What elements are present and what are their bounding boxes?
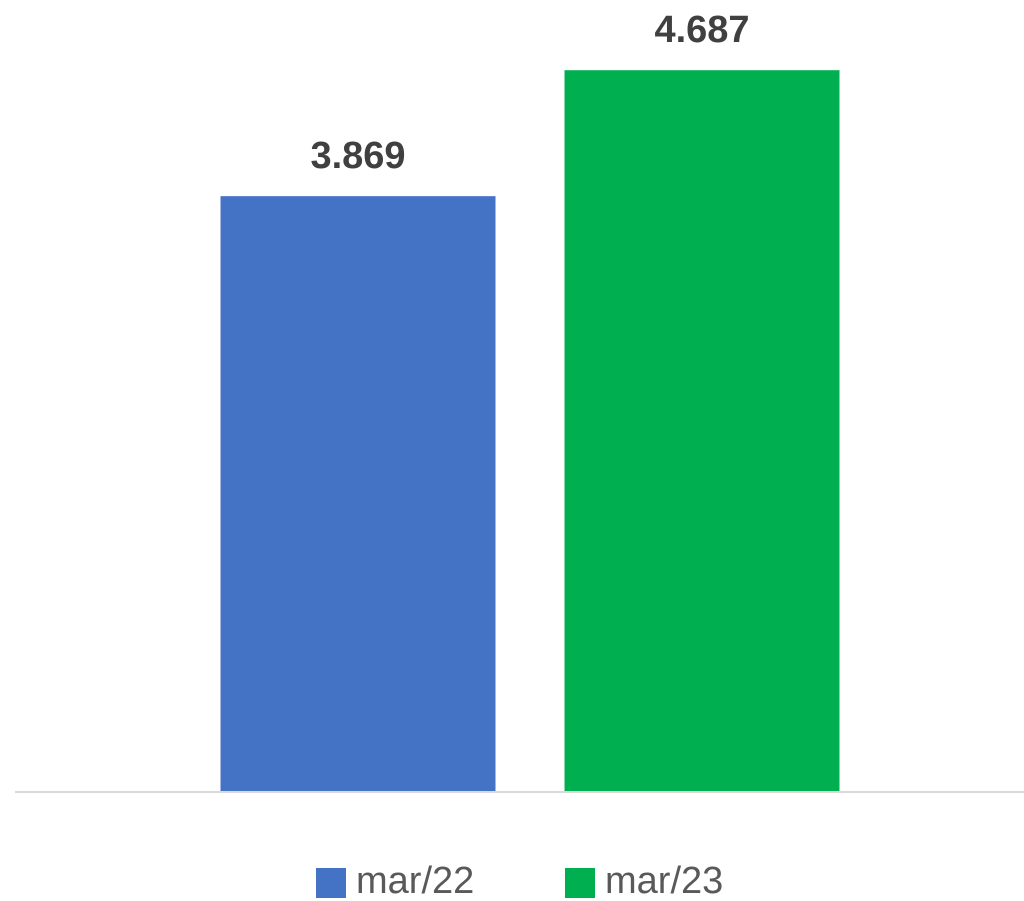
legend-label: mar/23 xyxy=(605,860,723,901)
legend-swatch xyxy=(316,868,346,898)
legend-label: mar/22 xyxy=(356,860,474,901)
legend-swatch xyxy=(565,868,595,898)
data-label: 4.687 xyxy=(654,9,749,51)
bar xyxy=(564,70,840,792)
bar xyxy=(220,196,496,792)
data-label: 3.869 xyxy=(310,135,405,177)
